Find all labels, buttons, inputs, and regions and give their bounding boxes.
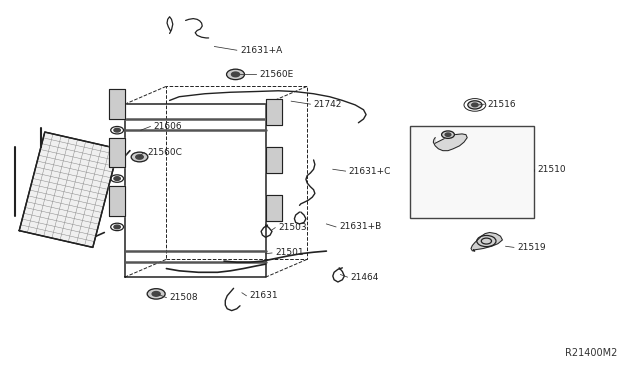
Text: 21631+B: 21631+B bbox=[339, 222, 381, 231]
Text: 21516: 21516 bbox=[488, 100, 516, 109]
Text: 21631+A: 21631+A bbox=[240, 46, 282, 55]
Text: 21503: 21503 bbox=[278, 223, 307, 232]
Polygon shape bbox=[19, 132, 118, 247]
Circle shape bbox=[227, 69, 244, 80]
Circle shape bbox=[445, 133, 451, 136]
Circle shape bbox=[114, 128, 120, 132]
Circle shape bbox=[131, 152, 148, 162]
Text: 21508: 21508 bbox=[170, 293, 198, 302]
Bar bbox=[410, 126, 534, 218]
Text: 21742: 21742 bbox=[314, 100, 342, 109]
Polygon shape bbox=[109, 186, 125, 216]
Text: 21519: 21519 bbox=[517, 243, 546, 252]
Circle shape bbox=[232, 72, 239, 77]
Polygon shape bbox=[109, 89, 125, 119]
Polygon shape bbox=[266, 99, 282, 125]
Circle shape bbox=[152, 292, 160, 296]
Circle shape bbox=[114, 225, 120, 229]
Circle shape bbox=[147, 289, 165, 299]
Polygon shape bbox=[266, 147, 282, 173]
Text: 21606: 21606 bbox=[154, 122, 182, 131]
Text: 21631+C: 21631+C bbox=[349, 167, 391, 176]
Polygon shape bbox=[266, 195, 282, 221]
Polygon shape bbox=[433, 134, 467, 151]
Circle shape bbox=[136, 155, 143, 159]
Text: 21631: 21631 bbox=[250, 291, 278, 300]
Circle shape bbox=[472, 103, 478, 107]
Text: 21501: 21501 bbox=[275, 248, 304, 257]
Polygon shape bbox=[471, 232, 502, 251]
Circle shape bbox=[468, 101, 482, 109]
Text: 21560C: 21560C bbox=[147, 148, 182, 157]
Text: 21464: 21464 bbox=[351, 273, 379, 282]
Circle shape bbox=[114, 177, 120, 180]
Text: R21400M2: R21400M2 bbox=[565, 348, 618, 358]
Text: 21510: 21510 bbox=[538, 165, 566, 174]
Circle shape bbox=[442, 131, 454, 138]
Text: 21560E: 21560E bbox=[259, 70, 294, 79]
Polygon shape bbox=[109, 138, 125, 167]
